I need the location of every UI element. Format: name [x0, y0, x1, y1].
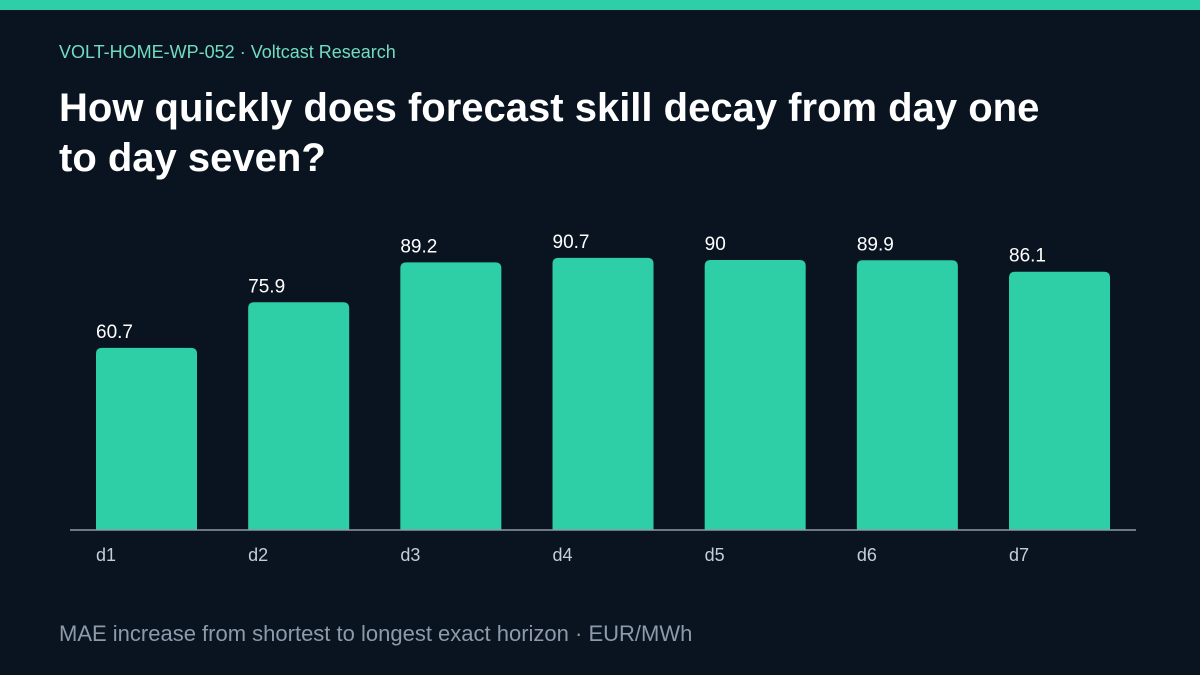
- bar-d3: [400, 262, 502, 530]
- value-label-d5: 90: [705, 234, 726, 255]
- bar-d6: [856, 260, 958, 530]
- x-tick-label-d1: d1: [96, 545, 116, 565]
- value-label-d3: 89.2: [400, 236, 437, 257]
- value-label-d1: 60.7: [96, 322, 133, 343]
- report-meta: VOLT-HOME-WP-052 · Voltcast Research: [59, 42, 396, 62]
- x-tick-label-d3: d3: [400, 545, 420, 565]
- value-label-d6: 89.9: [857, 234, 894, 255]
- chart-title: How quickly does forecast skill decay fr…: [59, 86, 1040, 180]
- chart-caption: MAE increase from shortest to longest ex…: [59, 621, 693, 646]
- value-label-d7: 86.1: [1009, 246, 1046, 267]
- accent-top-bar: [0, 0, 1200, 10]
- x-tick-label-d5: d5: [705, 545, 725, 565]
- bar-d4: [552, 257, 654, 530]
- x-tick-label-d2: d2: [248, 545, 268, 565]
- bar-d2: [248, 302, 350, 530]
- x-tick-label-d6: d6: [857, 545, 877, 565]
- x-tick-label-d7: d7: [1009, 545, 1029, 565]
- bar-d7: [1009, 271, 1111, 530]
- bar-d1: [96, 347, 197, 530]
- value-label-d4: 90.7: [553, 232, 590, 253]
- bars-layer: 60.7 d1 75.9 d2 89.2 d3 90.7 d4 90 d5 89.9 d6 86.1 d7: [96, 232, 1111, 565]
- x-tick-label-d4: d4: [553, 545, 573, 565]
- bar-d5: [704, 260, 806, 530]
- value-label-d2: 75.9: [248, 276, 285, 297]
